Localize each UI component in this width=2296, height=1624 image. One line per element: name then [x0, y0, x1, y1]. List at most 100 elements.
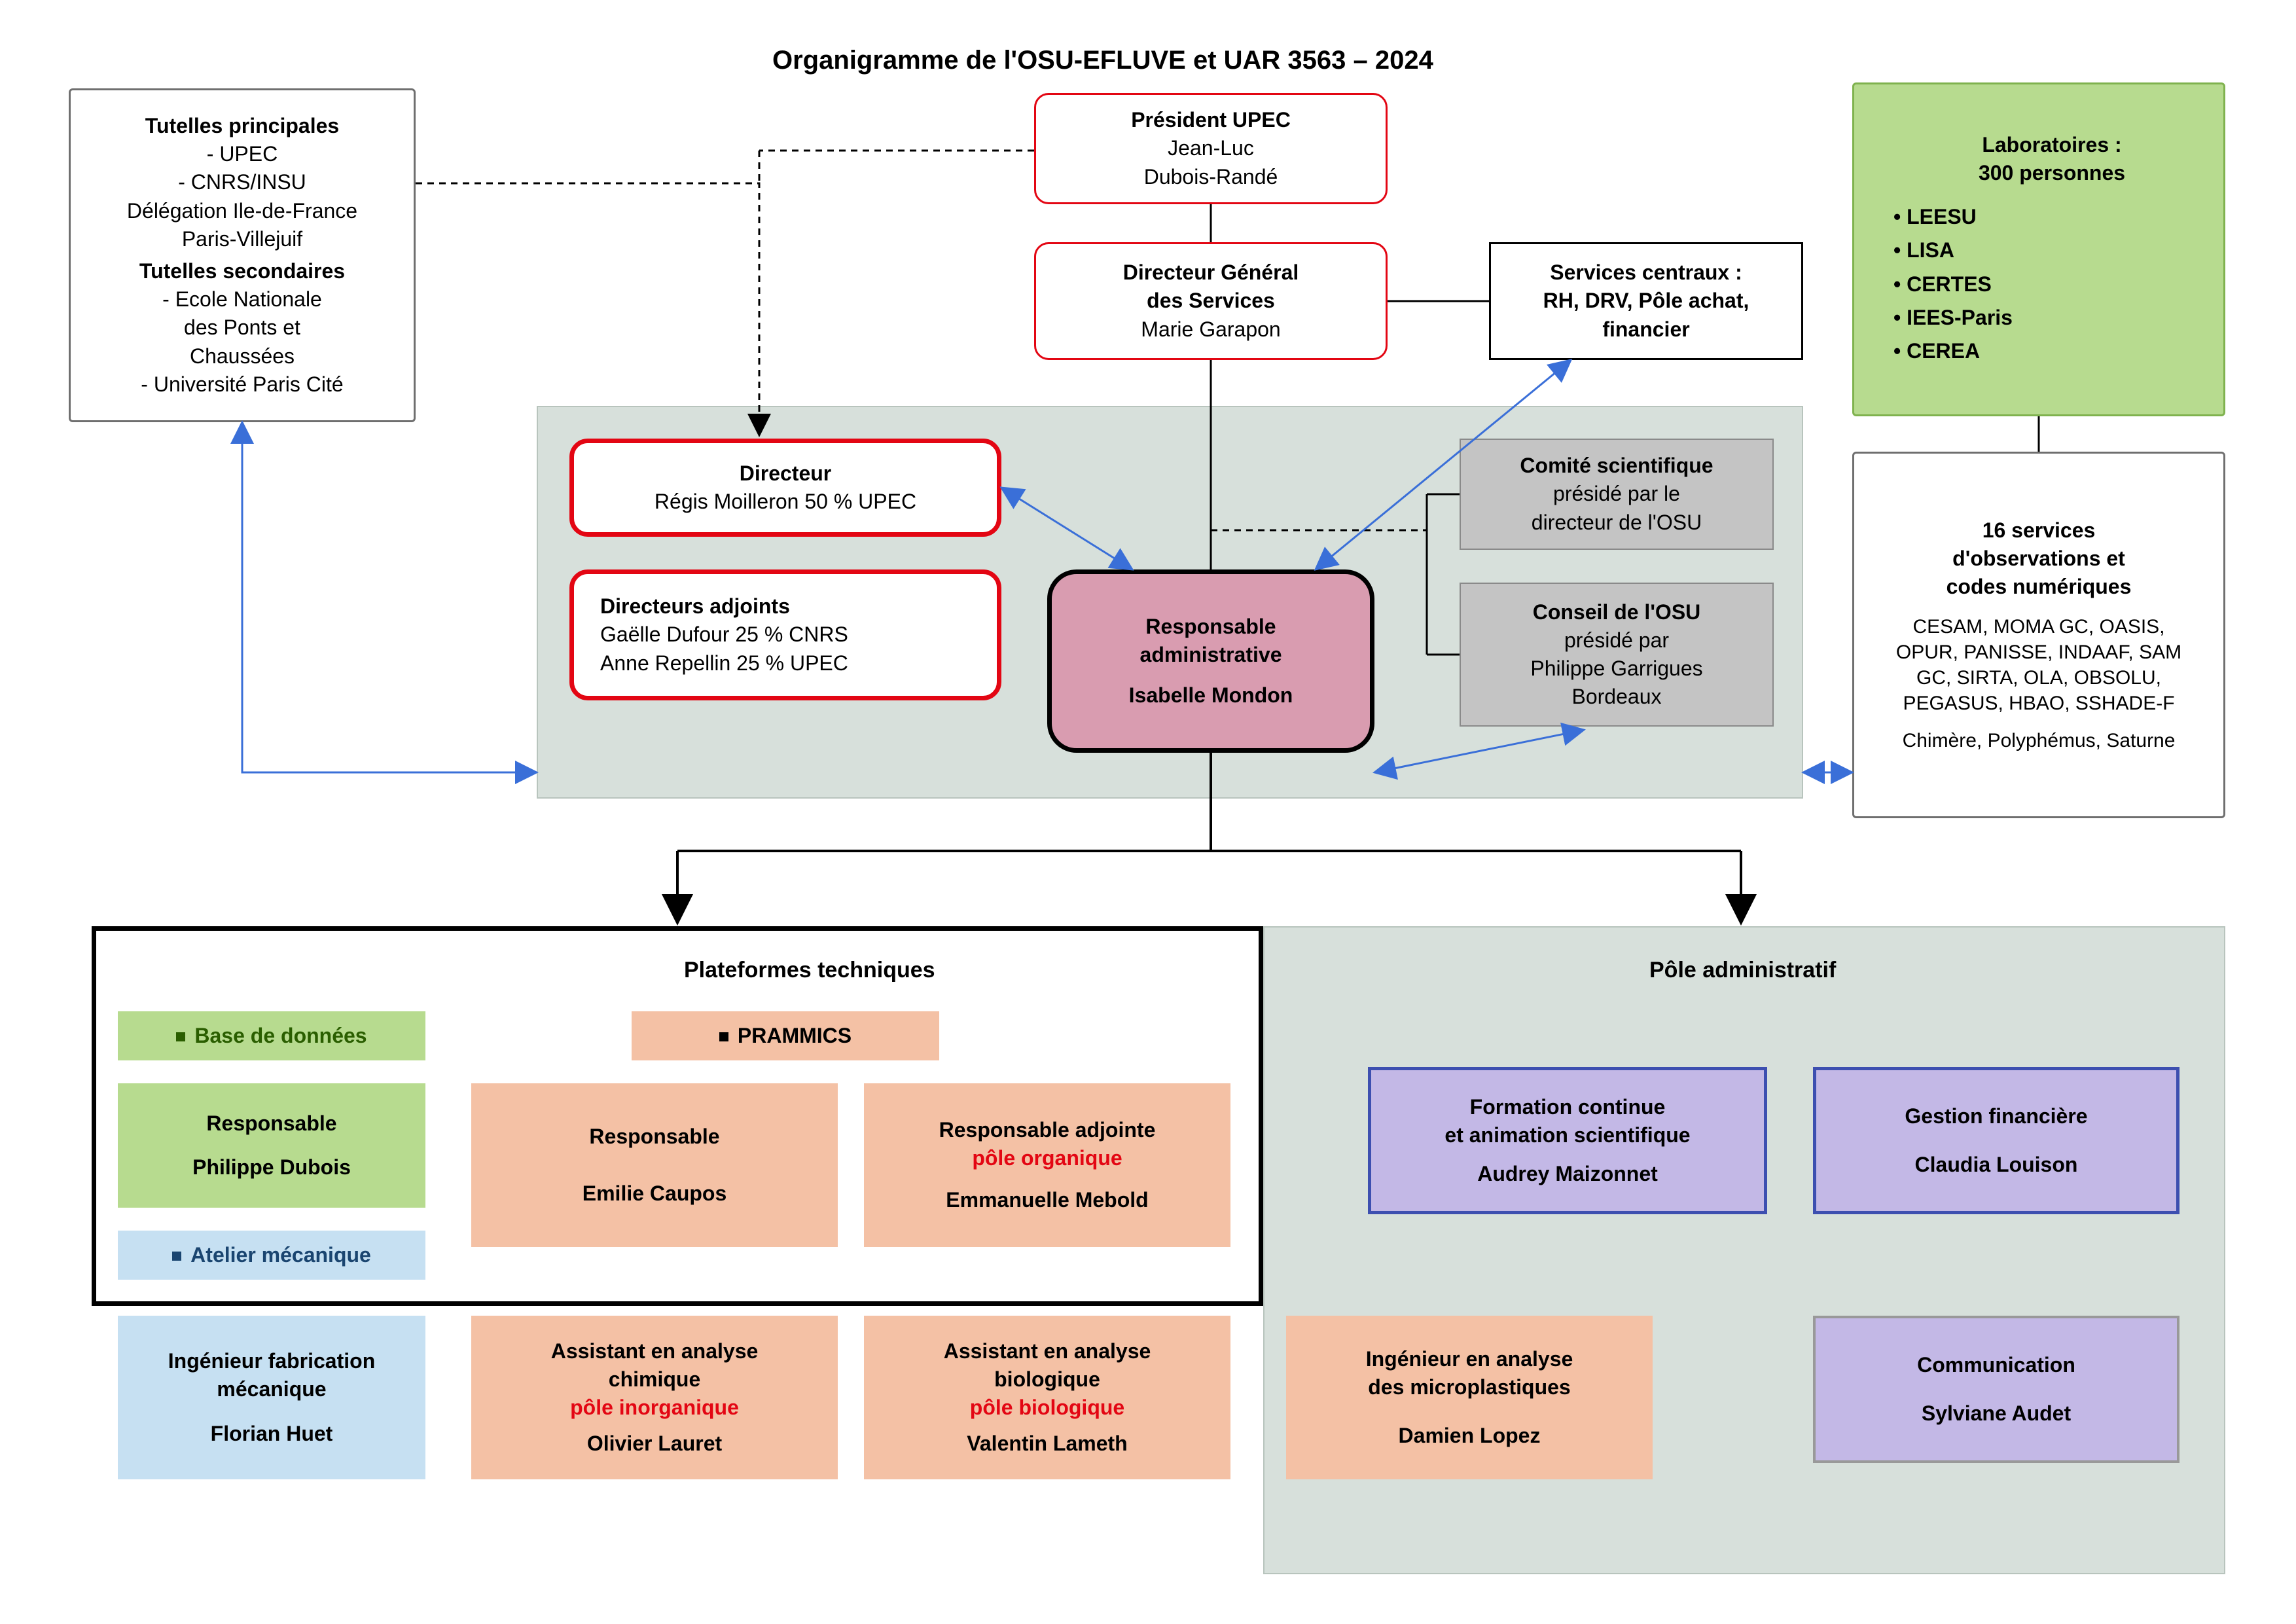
ing-micro-box: Ingénieur en analyse des microplastiques…: [1286, 1316, 1653, 1479]
atelier-r2: mécanique: [217, 1375, 326, 1403]
conseil-l2: présidé par: [1564, 626, 1669, 655]
president-name1: Jean-Luc: [1168, 134, 1254, 162]
s16-t3: codes numériques: [1946, 573, 2132, 601]
president-box: Président UPEC Jean-Luc Dubois-Randé: [1034, 93, 1388, 204]
lab-item: CERTES: [1893, 268, 2013, 301]
dgs-box: Directeur Général des Services Marie Gar…: [1034, 242, 1388, 360]
lab-item: IEES-Paris: [1893, 301, 2013, 334]
services-centraux-box: Services centraux : RH, DRV, Pôle achat,…: [1489, 242, 1803, 360]
president-title: Président UPEC: [1131, 106, 1291, 134]
labs-box: Laboratoires : 300 personnes LEESU LISA …: [1852, 82, 2225, 416]
comm-l1: Communication: [1917, 1351, 2075, 1379]
ac-l2: chimique: [609, 1365, 700, 1394]
adjoints-box: Directeurs adjoints Gaëlle Dufour 25 % C…: [569, 569, 1001, 700]
resp-l1: Responsable: [1145, 613, 1276, 641]
dgs-title2: des Services: [1147, 287, 1275, 315]
pr-adj-name: Emmanuelle Mebold: [946, 1186, 1148, 1214]
tutelles-p2-1: des Ponts et: [184, 314, 300, 342]
comite-l2: présidé par le: [1553, 480, 1680, 508]
plateformes-title: Plateformes techniques: [684, 956, 935, 986]
form-l1: Formation continue: [1470, 1093, 1666, 1121]
tutelles-box: Tutelles principales - UPEC - CNRS/INSU …: [69, 88, 416, 422]
tutelles-p1-2: Délégation Ile-de-France: [127, 197, 357, 225]
comite-box: Comité scientifique présidé par le direc…: [1460, 439, 1774, 550]
ab-name: Valentin Lameth: [967, 1430, 1127, 1458]
gest-l1: Gestion financière: [1905, 1102, 2087, 1130]
im-l1: Ingénieur en analyse: [1366, 1345, 1573, 1373]
bdd-label: Base de données: [176, 1022, 367, 1050]
bdd-resp-name: Philippe Dubois: [192, 1153, 351, 1182]
ab-pole: pôle biologique: [970, 1394, 1124, 1422]
atelier-name: Florian Huet: [211, 1420, 333, 1448]
labs-sub: 300 personnes: [1979, 159, 2125, 187]
assist-bio-box: Assistant en analyse biologique pôle bio…: [864, 1316, 1230, 1479]
sc-l3: financier: [1602, 316, 1689, 344]
formation-box: Formation continue et animation scientif…: [1368, 1067, 1767, 1214]
im-l2: des microplastiques: [1368, 1373, 1570, 1401]
bdd-label-box: Base de données: [118, 1011, 425, 1060]
adjoints-title: Directeurs adjoints: [600, 592, 790, 621]
bdd-resp-label: Responsable: [206, 1110, 336, 1138]
adj-n2: Anne Repellin 25 % UPEC: [600, 649, 848, 677]
sc-title: Services centraux :: [1550, 259, 1742, 287]
resp-l2: administrative: [1140, 641, 1282, 669]
prammics-label-box: PRAMMICS: [632, 1011, 939, 1060]
comite-l3: directeur de l'OSU: [1532, 509, 1702, 537]
atelier-role-box: Ingénieur fabrication mécanique Florian …: [118, 1316, 425, 1479]
atelier-label-box: Atelier mécanique: [118, 1231, 425, 1280]
president-name2: Dubois-Randé: [1144, 163, 1278, 191]
tutelles-p1-3: Paris-Villejuif: [182, 225, 302, 253]
s16-t1: 16 services: [1982, 516, 2096, 545]
tutelles-p2-3: - Université Paris Cité: [141, 370, 343, 399]
atelier-r1: Ingénieur fabrication: [168, 1347, 375, 1375]
conseil-l3: Philippe Garrigues: [1530, 655, 1702, 683]
comite-l1: Comité scientifique: [1520, 452, 1713, 480]
dgs-title: Directeur Général: [1123, 259, 1299, 287]
conseil-l4: Bordeaux: [1572, 683, 1662, 711]
s16-list: CESAM, MOMA GC, OASIS, OPUR, PANISSE, IN…: [1882, 614, 2196, 716]
ac-name: Olivier Lauret: [587, 1430, 722, 1458]
bdd-resp-box: Responsable Philippe Dubois: [118, 1083, 425, 1208]
tutelles-p2-0: - Ecole Nationale: [162, 285, 322, 314]
directeur-box: Directeur Régis Moilleron 50 % UPEC: [569, 439, 1001, 537]
lab-item: LISA: [1893, 234, 2013, 267]
services16-box: 16 services d'observations et codes numé…: [1852, 452, 2225, 818]
labs-title: Laboratoires :: [1982, 131, 2121, 159]
atelier-label: Atelier mécanique: [172, 1241, 371, 1269]
pr-adj-label: Responsable adjointe: [939, 1116, 1156, 1144]
form-l2: et animation scientifique: [1444, 1121, 1690, 1149]
comm-name: Sylviane Audet: [1922, 1399, 2071, 1428]
ab-l1: Assistant en analyse: [944, 1337, 1151, 1365]
comm-box: Communication Sylviane Audet: [1813, 1316, 2179, 1463]
pr-resp-name: Emilie Caupos: [583, 1180, 727, 1208]
dgs-name: Marie Garapon: [1141, 316, 1280, 344]
resp-admin-box: Responsable administrative Isabelle Mond…: [1047, 569, 1374, 753]
pr-adj-pole: pôle organique: [972, 1144, 1122, 1172]
page-title: Organigramme de l'OSU-EFLUVE et UAR 3563…: [772, 46, 1433, 75]
directeur-name: Régis Moilleron 50 % UPEC: [655, 488, 916, 516]
sc-l2: RH, DRV, Pôle achat,: [1543, 287, 1749, 315]
s16-t2: d'observations et: [1952, 545, 2125, 573]
s16-codes: Chimère, Polyphémus, Saturne: [1903, 728, 2176, 753]
pr-adj-box: Responsable adjointe pôle organique Emma…: [864, 1083, 1230, 1247]
ac-pole: pôle inorganique: [570, 1394, 739, 1422]
tutelles-p1-0: - UPEC: [207, 140, 278, 168]
tutelles-p2-2: Chaussées: [190, 342, 295, 370]
pr-resp-box: Responsable Emilie Caupos: [471, 1083, 838, 1247]
lab-item: LEESU: [1893, 200, 2013, 234]
adj-n1: Gaëlle Dufour 25 % CNRS: [600, 621, 848, 649]
ac-l1: Assistant en analyse: [551, 1337, 759, 1365]
conseil-box: Conseil de l'OSU présidé par Philippe Ga…: [1460, 583, 1774, 727]
gest-name: Claudia Louison: [1915, 1151, 2078, 1179]
conseil-l1: Conseil de l'OSU: [1533, 598, 1701, 626]
ab-l2: biologique: [994, 1365, 1100, 1394]
resp-l3: Isabelle Mondon: [1129, 681, 1293, 710]
prammics-label: PRAMMICS: [719, 1022, 852, 1050]
pole-admin-title: Pôle administratif: [1649, 956, 1836, 986]
lab-item: CEREA: [1893, 334, 2013, 368]
tutelles-h2: Tutelles secondaires: [139, 257, 345, 285]
im-name: Damien Lopez: [1399, 1422, 1541, 1450]
assist-chim-box: Assistant en analyse chimique pôle inorg…: [471, 1316, 838, 1479]
form-name: Audrey Maizonnet: [1477, 1160, 1658, 1188]
gestion-box: Gestion financière Claudia Louison: [1813, 1067, 2179, 1214]
